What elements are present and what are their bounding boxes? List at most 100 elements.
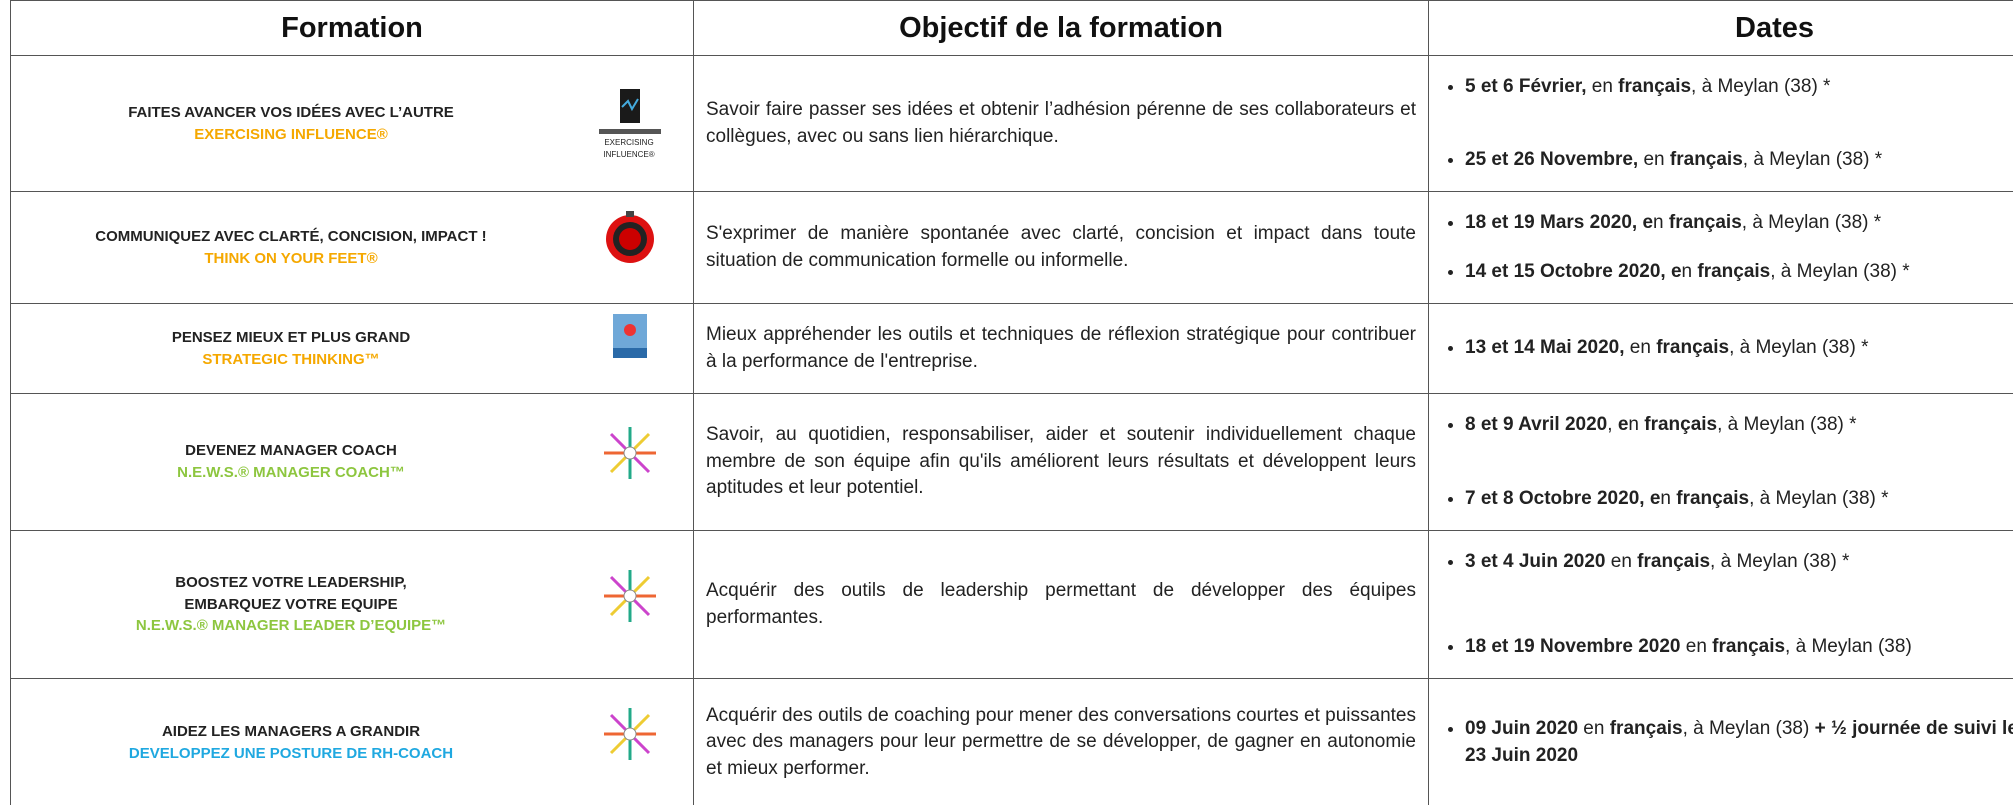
date-text: n (1653, 211, 1669, 233)
header-cell: Dates (1428, 0, 2013, 56)
logo (604, 707, 656, 760)
date-item: 5 et 6 Février, en français, à Meylan (3… (1465, 74, 2013, 101)
table-row: PENSEZ MIEUX ET PLUS GRAND STRATEGIC THIN… (10, 303, 2013, 394)
date-text: , à Meylan (38) * (1729, 337, 1869, 359)
date-text: , à Meylan (38) * (1741, 211, 1882, 233)
dates-list: 13 et 14 Mai 2020, en français, à Meylan… (1443, 335, 2013, 362)
date-item: 14 et 15 Octobre 2020, en français, à Me… (1465, 259, 2013, 286)
date-text: 3 et 4 Juin 2020 (1465, 550, 1606, 572)
formation-cell: FAITES AVANCER VOS IDÉES AVEC L’AUTRE EXE… (10, 55, 694, 192)
dates-list: 3 et 4 Juin 2020 en français, à Meylan (… (1443, 549, 2013, 660)
formation-subtitle: THINK ON YOUR FEET® (204, 249, 378, 267)
objective-cell: Acquérir des outils de coaching pour men… (693, 678, 1429, 805)
dates-list: 09 Juin 2020 en français, à Meylan (38) … (1443, 716, 2013, 769)
dates-list: 8 et 9 Avril 2020, en français, à Meylan… (1443, 412, 2013, 512)
dates-list: 5 et 6 Février, en français, à Meylan (3… (1443, 74, 2013, 173)
date-text: 8 et 9 Avril 2020 (1465, 413, 1608, 435)
table-row: DEVENEZ MANAGER COACH N.E.W.S.® MANAGER C… (10, 393, 2013, 531)
date-text: français (1676, 487, 1750, 509)
date-text: 18 et 19 Novembre 2020 (1465, 635, 1681, 657)
date-item: 25 et 26 Novembre, en français, à Meylan… (1465, 147, 2013, 174)
date-item: 18 et 19 Novembre 2020 en français, à Me… (1465, 634, 2013, 661)
dates-cell: 18 et 19 Mars 2020, en français, à Meyla… (1428, 191, 2013, 304)
date-text: français (1697, 260, 1771, 282)
date-text: + ½ journée de suivi le 23 Juin 2020 (1465, 717, 2013, 766)
date-text: , à Meylan (38) * (1710, 550, 1850, 572)
date-text: français (1644, 413, 1718, 435)
objective-cell: Mieux appréhender les outils et techniqu… (693, 303, 1429, 394)
table-row: AIDEZ LES MANAGERS A GRANDIR DEVELOPPEZ U… (10, 678, 2013, 805)
training-table: Formation Objectif de la formation Dates… (10, 0, 2013, 805)
logo (604, 427, 656, 479)
date-text: en (1586, 75, 1619, 97)
date-item: 8 et 9 Avril 2020, en français, à Meylan… (1465, 412, 2013, 439)
date-item: 13 et 14 Mai 2020, en français, à Meylan… (1465, 335, 2013, 362)
formation-cell: AIDEZ LES MANAGERS A GRANDIR DEVELOPPEZ U… (10, 678, 694, 805)
date-text: français (1637, 550, 1711, 572)
table-row: FAITES AVANCER VOS IDÉES AVEC L’AUTRE EXE… (10, 55, 2013, 192)
objective-text: Savoir, au quotidien, responsabiliser, a… (706, 424, 1416, 499)
objective-text: S'exprimer de manière spontanée avec cla… (706, 222, 1416, 271)
date-text: 18 et 19 Mars 2020, e (1465, 211, 1654, 233)
date-text: français (1668, 211, 1742, 233)
formation-title: PENSEZ MIEUX ET PLUS GRAND (171, 328, 411, 346)
date-text: , à Meylan (38) (1785, 635, 1912, 657)
formation-title: EMBARQUEZ VOTRE EQUIPE (184, 595, 398, 613)
date-text: n (1681, 260, 1698, 282)
date-item: 7 et 8 Octobre 2020, en français, à Meyl… (1465, 486, 2013, 513)
header-cell: Objectif de la formation (693, 0, 1429, 56)
objective-cell: Savoir faire passer ses idées et obtenir… (693, 55, 1429, 192)
date-text: 5 et 6 Février, (1465, 75, 1587, 97)
objective-cell: Acquérir des outils de leadership permet… (693, 530, 1429, 679)
header-cell: Formation (10, 0, 694, 56)
date-text: français (1618, 75, 1692, 97)
date-text: français (1669, 148, 1743, 170)
date-item: 3 et 4 Juin 2020 en français, à Meylan (… (1465, 549, 2013, 576)
date-text: français (1656, 337, 1730, 359)
formation-title: BOOSTEZ VOTRE LEADERSHIP, (175, 573, 407, 591)
date-text: , à Meylan (38) (1682, 717, 1815, 739)
formation-cell: PENSEZ MIEUX ET PLUS GRAND STRATEGIC THIN… (10, 303, 694, 394)
date-text: 7 et 8 Octobre 2020, e (1465, 487, 1661, 509)
table-row: BOOSTEZ VOTRE LEADERSHIP, EMBARQUEZ VOTRE… (10, 530, 2013, 679)
logo (606, 210, 654, 263)
dates-cell: 09 Juin 2020 en français, à Meylan (38) … (1428, 678, 2013, 805)
formation-subtitle: N.E.W.S.® MANAGER COACH™ (177, 464, 405, 481)
date-text: en (1638, 148, 1670, 170)
date-text: , à Meylan (38) * (1717, 413, 1857, 435)
date-text: e (1617, 413, 1629, 435)
date-text: , à Meylan (38) * (1770, 260, 1910, 282)
objective-text: Mieux appréhender les outils et techniqu… (706, 323, 1416, 372)
date-text: , à Meylan (38) * (1742, 148, 1883, 170)
date-text: en (1605, 550, 1638, 572)
date-text: , à Meylan (38) * (1691, 75, 1831, 97)
date-text: en (1680, 635, 1713, 657)
formation-title: FAITES AVANCER VOS IDÉES AVEC L’AUTRE (128, 103, 454, 121)
formation-subtitle: DEVELOPPEZ UNE POSTURE DE RH-COACH (128, 744, 454, 762)
formation-cell: BOOSTEZ VOTRE LEADERSHIP, EMBARQUEZ VOTRE… (10, 530, 694, 679)
date-text: en (1624, 337, 1657, 359)
date-text: en (1578, 717, 1610, 739)
dates-list: 18 et 19 Mars 2020, en français, à Meyla… (1443, 210, 2013, 285)
formation-cell: COMMUNIQUEZ AVEC CLARTÉ, CONCISION, IMPA… (10, 191, 694, 304)
logo-caption: EXERCISING INFLUENCE® (603, 138, 655, 159)
date-text: 09 Juin 2020 (1465, 717, 1579, 739)
date-item: 18 et 19 Mars 2020, en français, à Meyla… (1465, 210, 2013, 237)
objective-cell: S'exprimer de manière spontanée avec cla… (693, 191, 1429, 304)
objective-text: Acquérir des outils de coaching pour men… (706, 704, 1416, 779)
formation-title: AIDEZ LES MANAGERS A GRANDIR (161, 722, 421, 740)
formation-subtitle: N.E.W.S.® MANAGER LEADER D’EQUIPE™ (135, 617, 447, 635)
date-text: 14 et 15 Octobre 2020, e (1465, 260, 1682, 282)
date-text: , (1607, 413, 1618, 435)
formation-subtitle: EXERCISING INFLUENCE® (194, 125, 388, 143)
formation-subtitle: STRATEGIC THINKING™ (202, 350, 380, 368)
date-text: , à Meylan (38) * (1749, 487, 1889, 509)
date-text: 25 et 26 Novembre, (1465, 148, 1639, 170)
logo (613, 313, 647, 358)
formation-cell: DEVENEZ MANAGER COACH N.E.W.S.® MANAGER C… (10, 393, 694, 531)
logo (599, 88, 661, 134)
table-row: COMMUNIQUEZ AVEC CLARTÉ, CONCISION, IMPA… (10, 191, 2013, 304)
date-text: 13 et 14 Mai 2020, (1465, 337, 1625, 359)
dates-cell: 8 et 9 Avril 2020, en français, à Meylan… (1428, 393, 2013, 531)
